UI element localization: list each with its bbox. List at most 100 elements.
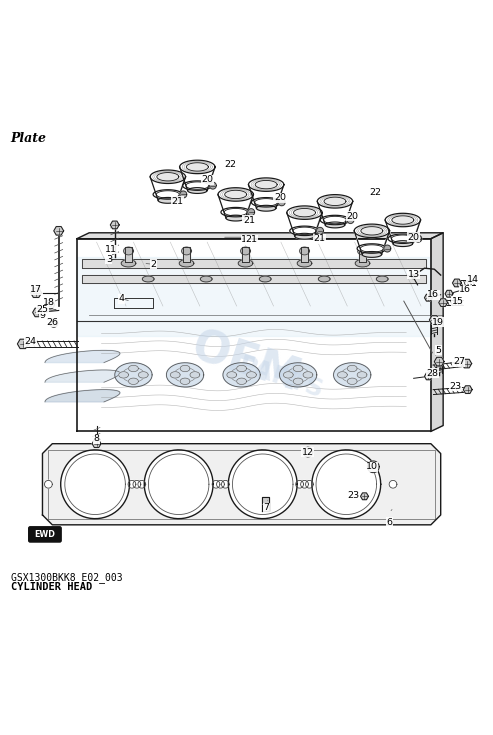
Polygon shape bbox=[180, 365, 190, 372]
Polygon shape bbox=[142, 276, 154, 282]
Text: 5: 5 bbox=[435, 345, 441, 355]
Polygon shape bbox=[434, 357, 444, 366]
Polygon shape bbox=[119, 372, 129, 378]
Text: 22: 22 bbox=[225, 160, 237, 170]
Polygon shape bbox=[338, 372, 347, 378]
Polygon shape bbox=[225, 190, 246, 198]
Text: 7: 7 bbox=[263, 503, 269, 512]
Text: PARTS: PARTS bbox=[235, 354, 327, 404]
Polygon shape bbox=[358, 247, 366, 262]
Polygon shape bbox=[314, 212, 322, 236]
Polygon shape bbox=[177, 176, 185, 201]
Polygon shape bbox=[259, 276, 271, 282]
Text: 14: 14 bbox=[467, 274, 479, 284]
Polygon shape bbox=[317, 195, 352, 208]
Polygon shape bbox=[138, 481, 146, 488]
Text: 23: 23 bbox=[450, 381, 461, 391]
Polygon shape bbox=[92, 440, 101, 448]
Polygon shape bbox=[182, 247, 190, 262]
Text: 21: 21 bbox=[313, 234, 325, 243]
Polygon shape bbox=[237, 378, 246, 384]
Polygon shape bbox=[54, 226, 64, 235]
Polygon shape bbox=[242, 247, 249, 262]
Polygon shape bbox=[45, 390, 120, 402]
Polygon shape bbox=[445, 290, 453, 297]
Polygon shape bbox=[415, 235, 422, 242]
Polygon shape bbox=[385, 213, 421, 226]
Polygon shape bbox=[124, 247, 134, 255]
Polygon shape bbox=[303, 372, 313, 378]
Polygon shape bbox=[301, 481, 309, 488]
Polygon shape bbox=[318, 276, 330, 282]
Text: 15: 15 bbox=[452, 297, 464, 306]
Polygon shape bbox=[303, 447, 313, 457]
Polygon shape bbox=[317, 227, 323, 234]
Polygon shape bbox=[188, 187, 207, 193]
Polygon shape bbox=[153, 190, 182, 199]
Polygon shape bbox=[348, 378, 357, 384]
Polygon shape bbox=[297, 259, 312, 267]
Polygon shape bbox=[128, 481, 136, 488]
Polygon shape bbox=[150, 176, 158, 201]
Polygon shape bbox=[45, 370, 120, 382]
Polygon shape bbox=[129, 378, 139, 384]
Polygon shape bbox=[246, 372, 256, 378]
Polygon shape bbox=[237, 365, 246, 372]
Text: 25: 25 bbox=[36, 305, 48, 314]
Polygon shape bbox=[50, 319, 58, 327]
Polygon shape bbox=[218, 195, 226, 218]
Polygon shape bbox=[77, 239, 431, 431]
Polygon shape bbox=[238, 259, 253, 267]
Polygon shape bbox=[382, 231, 389, 254]
Polygon shape bbox=[150, 170, 185, 184]
Polygon shape bbox=[357, 244, 387, 254]
Text: 11: 11 bbox=[106, 245, 117, 254]
Polygon shape bbox=[293, 378, 303, 384]
Text: 20: 20 bbox=[408, 233, 420, 242]
Polygon shape bbox=[385, 220, 393, 243]
Polygon shape bbox=[388, 234, 418, 243]
Polygon shape bbox=[31, 288, 41, 298]
Polygon shape bbox=[317, 201, 325, 225]
Text: 17: 17 bbox=[30, 285, 42, 294]
Text: 10: 10 bbox=[366, 462, 378, 471]
Polygon shape bbox=[360, 493, 368, 500]
Polygon shape bbox=[354, 224, 389, 237]
Polygon shape bbox=[293, 209, 316, 217]
Polygon shape bbox=[144, 450, 213, 519]
Polygon shape bbox=[207, 167, 215, 190]
Text: CYLINDER HEAD: CYLINDER HEAD bbox=[10, 581, 92, 592]
Text: 21: 21 bbox=[243, 215, 255, 224]
Polygon shape bbox=[287, 206, 322, 219]
Polygon shape bbox=[453, 279, 461, 287]
FancyBboxPatch shape bbox=[29, 527, 61, 542]
Polygon shape bbox=[158, 198, 177, 204]
Polygon shape bbox=[129, 365, 139, 372]
Text: GSX1300BKK8 E02_003: GSX1300BKK8 E02_003 bbox=[10, 572, 122, 583]
Polygon shape bbox=[354, 231, 362, 254]
Text: 23: 23 bbox=[348, 491, 360, 500]
Polygon shape bbox=[361, 226, 383, 235]
Polygon shape bbox=[287, 212, 295, 236]
Polygon shape bbox=[348, 365, 357, 372]
Polygon shape bbox=[295, 233, 314, 239]
Polygon shape bbox=[276, 184, 284, 208]
Text: 27: 27 bbox=[453, 357, 465, 366]
Polygon shape bbox=[182, 181, 212, 190]
Polygon shape bbox=[278, 199, 285, 206]
Text: 28: 28 bbox=[426, 369, 438, 378]
Text: 1: 1 bbox=[241, 235, 247, 244]
Polygon shape bbox=[357, 247, 367, 255]
Polygon shape bbox=[248, 209, 254, 215]
Polygon shape bbox=[167, 363, 204, 387]
Polygon shape bbox=[324, 197, 346, 206]
Polygon shape bbox=[82, 259, 426, 268]
Polygon shape bbox=[226, 215, 246, 221]
Polygon shape bbox=[44, 481, 52, 488]
Text: 6: 6 bbox=[386, 518, 392, 527]
Polygon shape bbox=[429, 315, 439, 324]
Text: 12: 12 bbox=[302, 448, 314, 456]
Polygon shape bbox=[115, 363, 152, 387]
Polygon shape bbox=[200, 276, 212, 282]
Text: 19: 19 bbox=[432, 318, 444, 327]
